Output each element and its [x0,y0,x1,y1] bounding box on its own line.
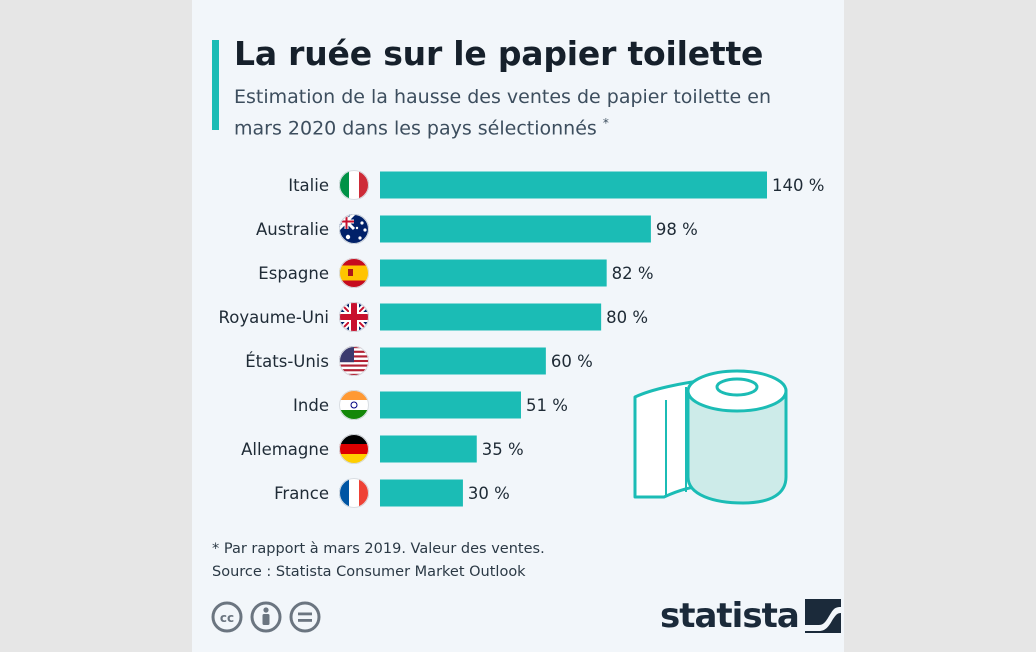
svg-text:cc: cc [220,611,234,625]
statista-logo-icon [804,599,841,633]
value-label: 98 % [656,220,698,239]
bar-row: Espagne 82 % [258,258,654,288]
bar [380,435,477,463]
value-label: 30 % [468,484,510,503]
bar [380,259,607,287]
value-label: 80 % [606,308,648,327]
bar [380,479,463,507]
value-label: 35 % [482,440,524,459]
no-derivatives-icon [289,601,321,633]
chart-subtitle: Estimation de la hausse des ventes de pa… [234,84,794,141]
category-label: Allemagne [241,440,329,459]
flag-india-icon [339,390,369,420]
category-label: France [274,484,329,503]
bar-row: Inde 51 % [293,390,568,420]
bar-chart: Italie 140 % Australie 98 % Espagne 82 % Royau… [219,170,824,508]
value-label: 51 % [526,396,568,415]
subtitle-footnote-mark: * [602,116,609,130]
bar-row: France 30 % [274,478,510,508]
flag-spain-icon [339,258,369,288]
flag-usa-icon [339,346,369,376]
bar [380,171,767,199]
value-label: 140 % [772,176,824,195]
bar [380,303,602,331]
bar-row: Royaume-Uni 80 % [219,302,648,332]
title-accent-bar [212,40,219,130]
value-label: 82 % [612,264,654,283]
toilet-paper-roll-icon [633,369,788,505]
category-label: Italie [288,176,329,195]
bar [380,347,546,375]
category-label: Royaume-Uni [219,308,329,327]
infographic-card: La ruée sur le papier toilette Estimatio… [192,0,844,652]
bar-row: États-Unis 60 % [245,346,593,376]
bar-row: Allemagne 35 % [241,434,524,464]
category-label: États-Unis [245,352,329,371]
category-label: Australie [256,220,329,239]
category-label: Inde [293,396,329,415]
flag-italy-icon [339,170,369,200]
creative-commons-icon: cc [211,601,243,633]
brand-name: statista [660,596,800,636]
flag-germany-icon [339,434,369,464]
category-label: Espagne [258,264,329,283]
bar [380,391,521,419]
footnote: * Par rapport à mars 2019. Valeur des ve… [212,538,545,584]
attribution-icon [250,601,282,633]
flag-uk-icon [339,302,369,332]
chart-title: La ruée sur le papier toilette [234,34,764,73]
license-icons: cc [211,601,321,633]
flag-australia-icon [339,214,369,244]
statista-brand[interactable]: statista [660,596,841,636]
value-label: 60 % [551,352,593,371]
bar-row: Australie 98 % [256,214,698,244]
footnote-source: Source : Statista Consumer Market Outloo… [212,564,526,580]
bar-row: Italie 140 % [288,170,824,200]
flag-france-icon [339,478,369,508]
footnote-note: * Par rapport à mars 2019. Valeur des ve… [212,541,545,557]
subtitle-text: Estimation de la hausse des ventes de pa… [234,86,772,140]
bar [380,215,651,243]
